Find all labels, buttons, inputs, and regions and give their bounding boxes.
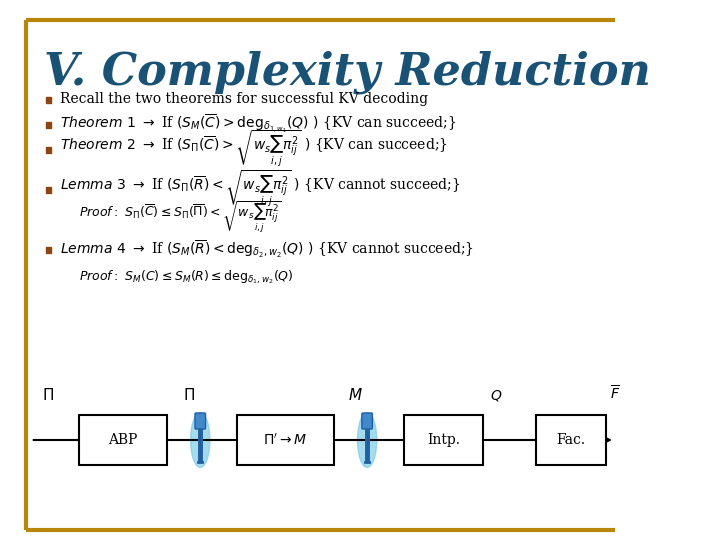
Text: Intp.: Intp. bbox=[427, 433, 460, 447]
Bar bbox=[45, 247, 51, 253]
Bar bbox=[45, 187, 51, 193]
Text: $\Pi$: $\Pi$ bbox=[42, 387, 54, 403]
Text: V. Complexity Reduction: V. Complexity Reduction bbox=[44, 50, 651, 93]
Text: $\mathit{Proof:}\ S_M(C) \leq S_M(R) \leq \mathrm{deg}_{\delta_1, w_2}(Q)$: $\mathit{Proof:}\ S_M(C) \leq S_M(R) \le… bbox=[79, 268, 294, 286]
Text: $M$: $M$ bbox=[348, 387, 363, 403]
Text: Recall the two theorems for successful KV decoding: Recall the two theorems for successful K… bbox=[60, 92, 428, 106]
Ellipse shape bbox=[191, 413, 210, 468]
Text: $\mathit{Lemma\ 4}\ \rightarrow$ If $( S_M(\overline{R}) < \mathrm{deg}_{\delta_: $\mathit{Lemma\ 4}\ \rightarrow$ If $( S… bbox=[60, 238, 474, 260]
Ellipse shape bbox=[357, 413, 377, 468]
FancyBboxPatch shape bbox=[536, 415, 606, 465]
FancyBboxPatch shape bbox=[404, 415, 483, 465]
Text: $\Pi$: $\Pi$ bbox=[183, 387, 195, 403]
Text: $\mathit{Theorem\ 1}\ \rightarrow$ If $(S_M(\overline{C}) > \mathrm{deg}_{\delta: $\mathit{Theorem\ 1}\ \rightarrow$ If $(… bbox=[60, 113, 456, 136]
Text: $\mathit{Proof:}\ S_\Pi(\overline{C}) \leq S_\Pi(\overline{\Pi}) < \sqrt{w_s \su: $\mathit{Proof:}\ S_\Pi(\overline{C}) \l… bbox=[79, 199, 282, 235]
Text: ABP: ABP bbox=[108, 433, 138, 447]
FancyBboxPatch shape bbox=[362, 413, 372, 429]
Bar bbox=[45, 122, 51, 128]
Text: $\mathit{Lemma\ 3}\ \rightarrow$ If $( S_\Pi(\overline{R}) < \sqrt{w_s \sum_{i,j: $\mathit{Lemma\ 3}\ \rightarrow$ If $( S… bbox=[60, 168, 460, 210]
Text: $\mathit{Theorem\ 2}\ \rightarrow$ If $(S_\Pi(\overline{C}) > \sqrt{w_s \sum_{i,: $\mathit{Theorem\ 2}\ \rightarrow$ If $(… bbox=[60, 129, 448, 169]
Text: $\Pi' \rightarrow M$: $\Pi' \rightarrow M$ bbox=[264, 433, 307, 448]
Text: $Q$: $Q$ bbox=[490, 388, 503, 403]
Text: $\overline{F}$: $\overline{F}$ bbox=[610, 384, 620, 403]
Bar bbox=[45, 147, 51, 153]
FancyBboxPatch shape bbox=[195, 413, 205, 429]
FancyBboxPatch shape bbox=[79, 415, 167, 465]
FancyBboxPatch shape bbox=[237, 415, 334, 465]
Bar bbox=[45, 97, 51, 103]
Text: Fac.: Fac. bbox=[557, 433, 585, 447]
